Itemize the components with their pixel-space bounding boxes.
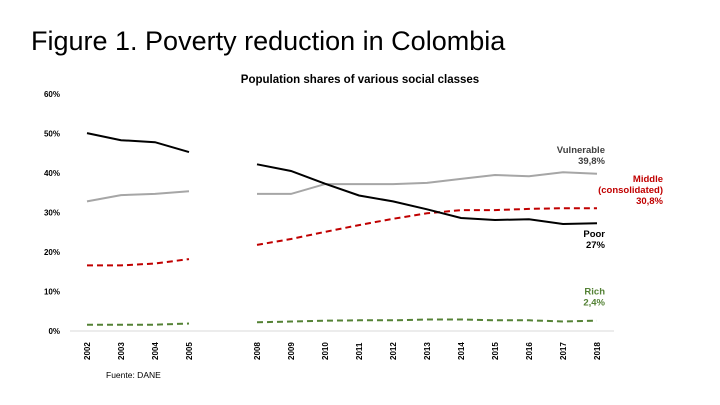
series-segment: [256, 163, 598, 226]
y-tick-label: 10%: [44, 288, 60, 297]
series-label: Rich 2,4%: [583, 287, 605, 309]
x-tick-label: 2013: [423, 342, 432, 360]
x-tick-label: 2004: [151, 342, 160, 360]
series-segment: [256, 207, 597, 246]
series-label: Middle (consolidated) 30,8%: [598, 174, 663, 207]
series-label-line: Vulnerable: [557, 145, 605, 156]
y-tick-label: 30%: [44, 209, 60, 218]
x-tick-label: 2005: [185, 342, 194, 360]
x-tick-label: 2014: [457, 342, 466, 360]
x-tick-label: 2008: [253, 342, 262, 360]
series-segment: [87, 322, 190, 326]
x-tick-label: 2012: [389, 342, 398, 360]
series-label-line: 27%: [586, 240, 606, 251]
series-label-line: Poor: [583, 229, 605, 240]
series-middle-consolidated-line: [87, 207, 597, 267]
series-label-line: Rich: [584, 287, 605, 298]
x-tick-label: 2011: [355, 342, 364, 360]
series-label: Poor 27%: [583, 229, 605, 251]
x-tick-label: 2016: [525, 342, 534, 360]
x-tick-label: 2003: [117, 342, 126, 360]
x-tick-label: 2018: [593, 342, 602, 360]
series-segment: [86, 190, 190, 203]
y-tick-label: 40%: [44, 169, 60, 178]
x-tick-label: 2002: [83, 342, 92, 360]
slide-title: Figure 1. Poverty reduction in Colombia: [31, 26, 506, 56]
series-label-line: (consolidated): [598, 185, 663, 196]
series-segment: [256, 318, 598, 324]
source-note: Fuente: DANE: [106, 370, 161, 380]
series-label-line: Middle: [633, 174, 663, 185]
series-segment: [87, 258, 190, 267]
y-tick-label: 50%: [44, 130, 60, 139]
x-tick-label: 2015: [491, 342, 500, 360]
series-rich-line: [87, 318, 598, 326]
x-tick-label: 2010: [321, 342, 330, 360]
y-tick-label: 0%: [48, 327, 60, 336]
series-vulnerable-line: [86, 171, 598, 203]
series-label: Vulnerable 39,8%: [557, 145, 606, 167]
series-poor-line: [86, 132, 598, 226]
x-tick-label: 2017: [559, 342, 568, 360]
y-tick-label: 20%: [44, 248, 60, 257]
series-label-line: 30,8%: [636, 196, 663, 207]
series-label-line: 2,4%: [583, 298, 605, 309]
x-tick-label: 2009: [287, 342, 296, 360]
series-segment: [257, 171, 598, 195]
chart-title: Population shares of various social clas…: [240, 74, 480, 86]
y-tick-label: 60%: [44, 90, 60, 99]
series-segment: [86, 132, 190, 154]
series-label-line: 39,8%: [578, 156, 605, 167]
